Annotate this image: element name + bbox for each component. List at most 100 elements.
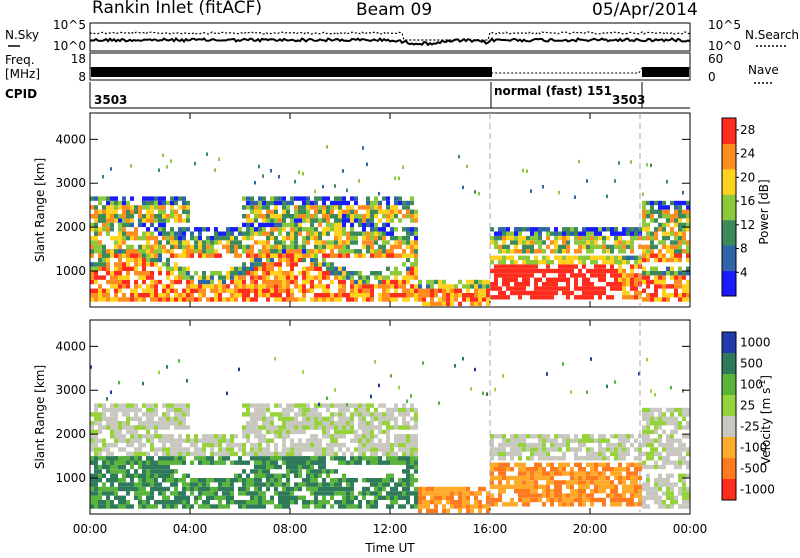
power-cell xyxy=(390,209,394,214)
power-cell xyxy=(334,214,338,219)
velocity-cell xyxy=(258,407,262,413)
velocity-cell xyxy=(522,475,526,481)
velocity-cell xyxy=(370,451,374,457)
power-cell xyxy=(246,271,250,276)
power-cell xyxy=(526,282,530,287)
velocity-cell xyxy=(274,447,278,452)
power-cell xyxy=(686,240,690,245)
velocity-cell xyxy=(402,407,406,413)
power-cell xyxy=(290,214,294,219)
power-cell xyxy=(374,214,378,219)
velocity-cell xyxy=(554,456,558,461)
power-cell xyxy=(242,205,246,210)
velocity-cell xyxy=(582,471,586,476)
power-cell xyxy=(170,231,174,236)
power-cell xyxy=(162,222,166,228)
velocity-cell xyxy=(454,491,458,496)
velocity-cell xyxy=(638,371,640,376)
power-cell xyxy=(502,240,506,245)
velocity-cell xyxy=(414,425,418,430)
velocity-cell xyxy=(110,456,114,461)
velocity-cell xyxy=(342,412,346,417)
velocity-cell xyxy=(246,421,250,426)
power-cell xyxy=(538,290,542,296)
velocity-cell xyxy=(174,438,178,443)
power-cell xyxy=(638,260,642,265)
velocity-cell xyxy=(118,478,122,483)
power-cell xyxy=(282,279,286,285)
power-cell xyxy=(178,266,182,271)
power-cell xyxy=(498,249,502,254)
power-cell xyxy=(678,231,682,236)
velocity-cell xyxy=(542,456,546,461)
velocity-cell xyxy=(166,438,170,443)
power-cell xyxy=(502,273,506,278)
velocity-cell xyxy=(94,416,98,421)
velocity-cell xyxy=(282,500,286,505)
velocity-cell xyxy=(626,438,630,443)
velocity-cell xyxy=(658,412,662,417)
velocity-cell xyxy=(130,425,134,430)
velocity-cell xyxy=(594,451,598,457)
power-cell xyxy=(414,240,418,245)
velocity-cell xyxy=(350,478,354,483)
velocity-cell xyxy=(322,434,326,439)
velocity-cell xyxy=(630,462,634,467)
power-cell xyxy=(130,288,134,293)
velocity-cell xyxy=(318,451,322,457)
power-cell xyxy=(410,262,414,267)
power-cell xyxy=(606,282,610,287)
velocity-cell xyxy=(314,451,318,457)
power-cell xyxy=(138,275,142,280)
power-cell xyxy=(318,262,322,267)
power-cell xyxy=(302,200,306,206)
power-cell xyxy=(290,231,294,236)
power-cell xyxy=(630,264,634,269)
power-cell xyxy=(178,227,182,232)
velocity-cell xyxy=(234,460,238,465)
power-cell xyxy=(254,271,258,276)
power-cell xyxy=(162,262,166,267)
velocity-cell xyxy=(174,495,178,500)
velocity-cell xyxy=(342,451,346,457)
power-cell xyxy=(542,240,546,245)
power-cell xyxy=(146,231,150,236)
power-cell xyxy=(514,273,518,278)
velocity-cell xyxy=(250,403,254,408)
power-cell xyxy=(142,218,146,223)
power-cell xyxy=(238,240,242,245)
power-cell xyxy=(386,196,390,201)
power-cell xyxy=(354,231,358,236)
power-cell xyxy=(370,271,374,276)
power-cell xyxy=(682,231,686,236)
velocity-cell xyxy=(370,394,372,399)
power-cell xyxy=(686,288,690,293)
power-cell xyxy=(350,209,354,214)
power-cell xyxy=(114,218,118,223)
velocity-cell xyxy=(206,478,210,483)
velocity-cell xyxy=(658,438,662,443)
power-cell xyxy=(582,244,586,250)
velocity-cell xyxy=(190,438,194,443)
power-cell xyxy=(354,214,358,219)
velocity-cell xyxy=(662,464,666,470)
velocity-cell xyxy=(318,438,322,443)
power-cell xyxy=(246,288,250,293)
power-cell xyxy=(374,196,378,201)
power-cell xyxy=(234,253,238,258)
power-cell xyxy=(358,205,362,210)
power-cell xyxy=(158,249,162,254)
power-cell xyxy=(186,200,190,206)
velocity-cell xyxy=(238,460,242,465)
velocity-cell xyxy=(126,407,130,413)
velocity-cell xyxy=(458,495,462,500)
x-tick-label: 00:00 xyxy=(73,522,108,536)
velocity-cell xyxy=(678,473,682,478)
velocity-cell xyxy=(290,495,294,500)
velocity-cell xyxy=(682,478,686,483)
power-cell xyxy=(218,288,222,293)
velocity-cell xyxy=(94,491,98,496)
velocity-cell xyxy=(534,475,538,481)
power-cell xyxy=(578,249,582,254)
velocity-cell xyxy=(122,407,126,413)
